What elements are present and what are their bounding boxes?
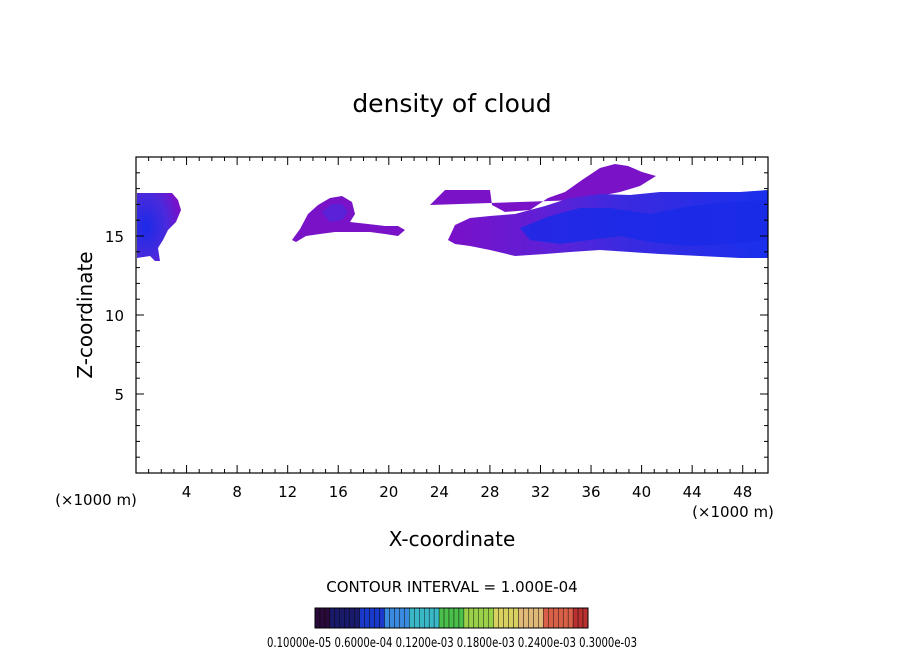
colorbar-cell [498,607,504,629]
colorbar-cell [548,607,554,629]
x-tick-label: 24 [430,483,449,501]
x-tick-label: 12 [278,483,297,501]
chart-title: density of cloud [352,89,551,118]
colorbar-cell [364,607,370,629]
colorbar-cell [359,607,365,629]
colorbar-cell [553,607,559,629]
colorbar-cell [339,607,345,629]
colorbar-cell [334,607,341,629]
x-tick-label: 16 [329,483,348,501]
x-tick-label: 20 [379,483,398,501]
cloud-field [137,164,768,261]
colorbar-cell [473,607,480,629]
x-tick-label: 8 [232,483,242,501]
middle-cloud-core [322,204,348,222]
colorbar-cell [558,607,564,629]
x-tick-label: 28 [480,483,499,501]
colorbar-cell [369,607,375,629]
colorbar-cell [404,607,410,629]
colorbar-cell [562,607,569,629]
colorbar-cell [424,607,430,629]
x-tick-label: 48 [733,483,752,501]
y-axis-label: Z-coordinate [73,251,97,378]
colorbar [314,607,589,629]
colorbar-cell [572,607,579,629]
colorbar-cell [458,607,465,629]
colorbar-cell [329,607,336,629]
colorbar-cell [319,607,326,629]
colorbar-cell [543,607,549,629]
colorbar-cell [443,607,450,629]
colorbar-cell [468,607,475,629]
x-tick-label: 32 [531,483,550,501]
colorbar-cell [409,607,415,629]
middle-cloud [292,196,405,242]
colorbar-cell [488,607,494,629]
colorbar-cell [582,607,589,629]
colorbar-cell [518,607,524,629]
colorbar-cell [463,607,470,629]
colorbar-cell [314,607,321,629]
y-tick-label: 15 [105,228,124,246]
y-tick-label: 5 [114,386,124,404]
right-cloud-core [520,200,768,246]
colorbar-cell [453,607,460,629]
contour-interval-label: CONTOUR INTERVAL = 1.000E-04 [326,578,577,596]
colorbar-cell [577,607,584,629]
colorbar-cell [379,607,385,629]
colorbar-cell [389,607,395,629]
colorbar-cell [374,607,380,629]
colorbar-cell [438,607,445,629]
colorbar-cell [567,607,574,629]
x-tick-label: 44 [683,483,702,501]
colorbar-cell [349,607,355,629]
colorbar-cell [478,607,484,629]
right-cloud-upper [430,164,656,212]
colorbar-cell [354,607,360,629]
colorbar-cell [414,607,420,629]
colorbar-cell [513,607,519,629]
colorbar-cell [394,607,400,629]
colorbar-cell [503,607,509,629]
colorbar-cell [483,607,489,629]
colorbar-cell [493,607,499,629]
colorbar-cell [533,607,539,629]
colorbar-cell [538,607,544,629]
y-tick-label: 10 [105,307,124,325]
x-unit-label-left: (×1000 m) [55,491,137,509]
colorbar-cell [419,607,425,629]
left-cloud [137,193,181,261]
x-tick-label: 40 [632,483,651,501]
colorbar-cell [428,607,435,629]
x-axis-label: X-coordinate [389,527,516,551]
colorbar-cell [448,607,455,629]
colorbar-cell [508,607,514,629]
colorbar-cell [344,607,350,629]
x-tick-label: 36 [581,483,600,501]
x-tick-label: 4 [182,483,192,501]
colorbar-cell [324,607,331,629]
x-unit-label-right: (×1000 m) [692,503,774,521]
colorbar-cell [399,607,405,629]
colorbar-labels: 0.10000e-05 0.6000e-04 0.1200e-03 0.1800… [267,636,637,651]
colorbar-cell [528,607,534,629]
colorbar-cell [384,607,390,629]
colorbar-cell [523,607,529,629]
colorbar-cell [433,607,440,629]
colorbar-frame [314,607,589,629]
